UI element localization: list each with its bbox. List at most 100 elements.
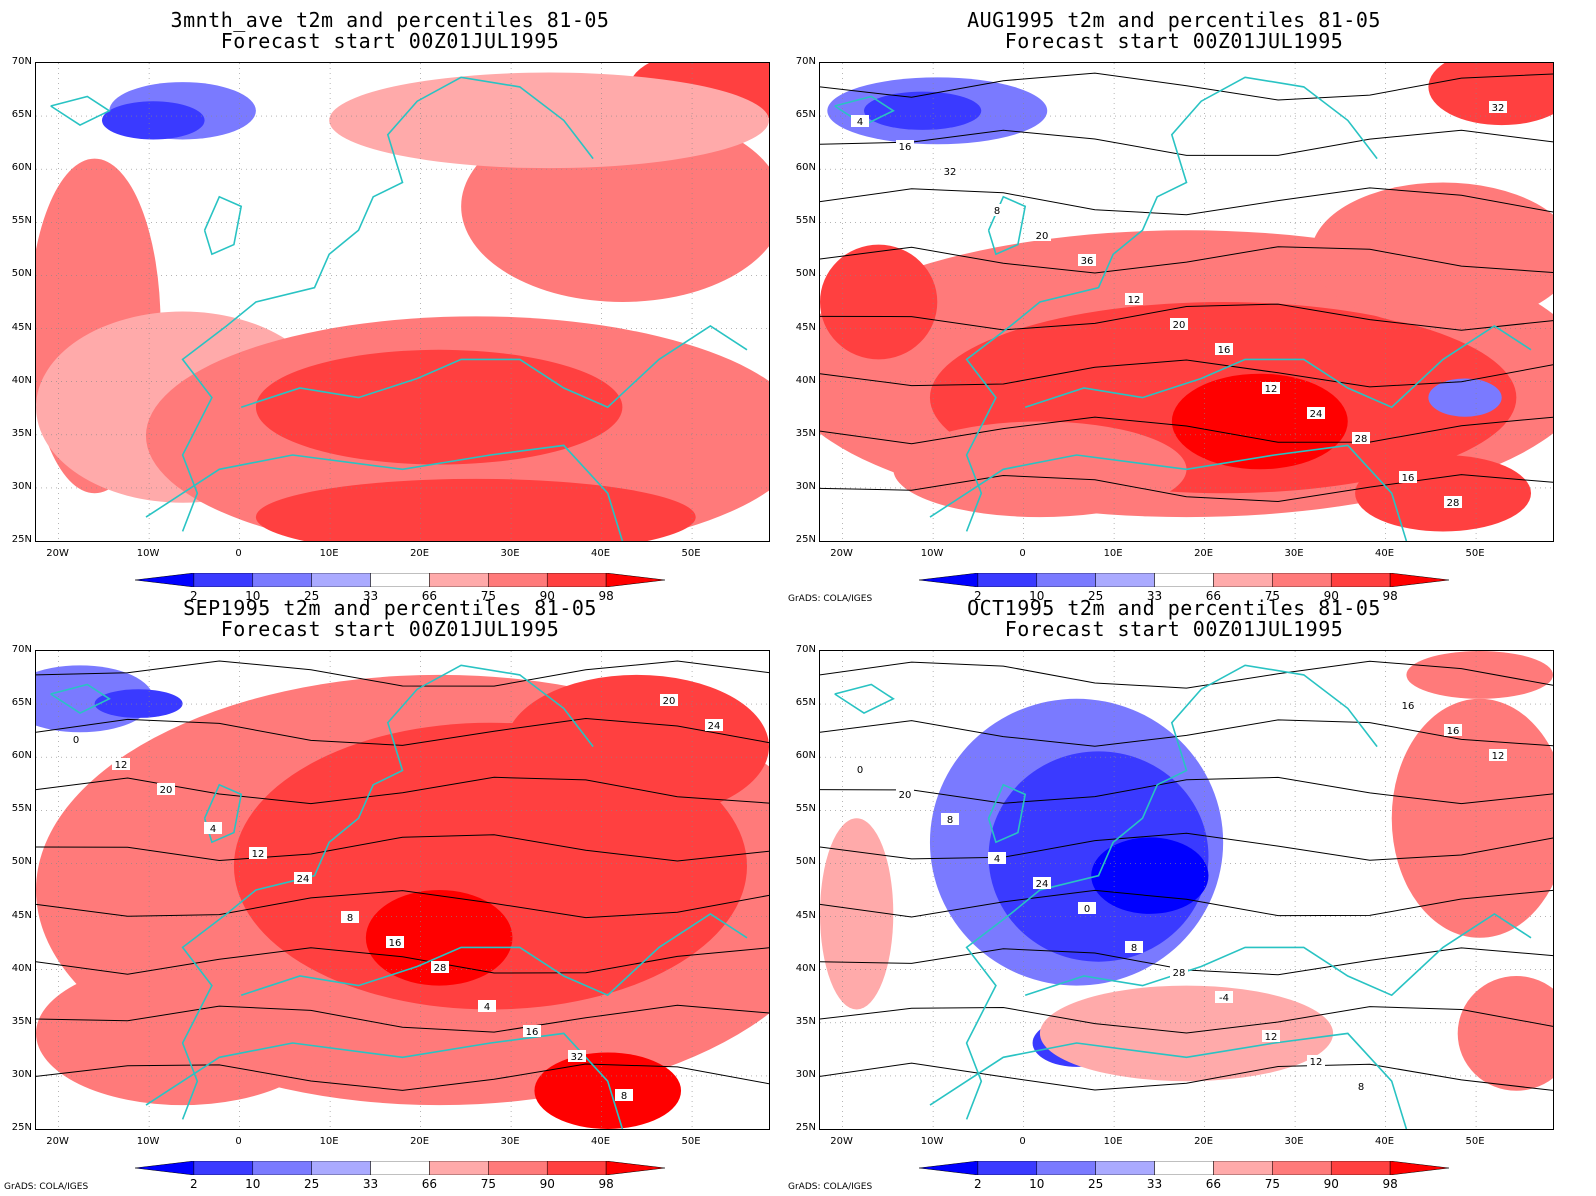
contour-label: 16 <box>526 1027 539 1038</box>
contour-label: 24 <box>297 874 310 885</box>
contour-label: 0 <box>857 765 863 776</box>
lat-label: 35N <box>11 427 32 439</box>
contour-label: 20 <box>160 785 173 796</box>
shading-region <box>255 349 623 465</box>
colorbar-swatch <box>252 572 312 588</box>
colorbar-swatch <box>370 1160 430 1176</box>
lon-label: 40E <box>591 1136 611 1147</box>
colorbar-label: 10 <box>1029 589 1045 603</box>
colorbar-label: 66 <box>1205 1177 1222 1191</box>
contour-label: 0 <box>1084 904 1090 915</box>
colorbar-label: 90 <box>539 1177 555 1191</box>
colorbar-label: 90 <box>539 589 555 603</box>
colorbar-label: 98 <box>1382 589 1398 603</box>
panel-title: OCT1995 t2m and percentiles 81-05 <box>967 596 1381 620</box>
shading-region <box>1391 698 1553 938</box>
lon-label: 10W <box>136 1136 160 1147</box>
lat-label: 50N <box>11 268 32 280</box>
colorbar-label: 66 <box>421 589 438 603</box>
contour-label: 4 <box>857 117 863 128</box>
panel-subtitle: Forecast start 00Z01JUL1995 <box>1004 29 1344 53</box>
colorbar-swatch <box>1330 572 1391 588</box>
isotherm-contour <box>820 1062 1553 1091</box>
shading-region <box>863 91 982 130</box>
lon-label: 10E <box>319 548 339 559</box>
colorbar <box>134 1160 666 1176</box>
colorbar-label: 2 <box>190 589 198 603</box>
isotherm-contour <box>820 303 1553 331</box>
lon-label: 40E <box>591 548 611 559</box>
lon-label: 0 <box>1019 548 1026 559</box>
colorbar-swatch <box>1095 1160 1155 1176</box>
shading-region <box>820 818 894 1010</box>
lon-label: 0 <box>235 548 242 559</box>
contour-label: 28 <box>1355 434 1368 445</box>
colorbar-label: 2 <box>190 1177 198 1191</box>
colorbar-swatch <box>193 1160 254 1176</box>
shading-region <box>505 674 769 819</box>
isotherm-contour <box>36 717 769 746</box>
colorbar-swatch <box>918 572 979 588</box>
lat-label: 35N <box>795 1015 816 1027</box>
lat-label: 35N <box>11 1015 32 1027</box>
colorbar-label: 90 <box>1323 589 1339 603</box>
isotherm-contour <box>36 1063 769 1091</box>
lon-label: 40E <box>1375 1136 1395 1147</box>
lon-label: 20E <box>410 548 430 559</box>
colorbar-swatch <box>429 572 489 588</box>
contour-label: 36 <box>1081 256 1094 267</box>
lat-label: 25N <box>11 1122 32 1133</box>
isotherm-contour <box>36 834 769 862</box>
shaded-map: 0 4 8 4 8 12 12 16 16 20 20 24 28 32 24 <box>36 651 769 1129</box>
contour-label: 12 <box>115 760 128 771</box>
lat-label: 25N <box>795 1122 816 1133</box>
contour-label: 24 <box>708 721 721 732</box>
lat-label: 30N <box>795 480 816 492</box>
lat-label: 70N <box>795 644 816 655</box>
lon-label: 20W <box>830 1136 853 1147</box>
panel-subtitle: Forecast start 00Z01JUL1995 <box>220 29 560 53</box>
lon-label: 10E <box>1103 548 1123 559</box>
colorbar-label: 98 <box>598 1177 614 1191</box>
shading-region <box>893 421 1187 518</box>
isotherm-contour <box>820 889 1553 918</box>
colorbar-label: 75 <box>480 1177 496 1191</box>
panel-title: 3mnth_ave t2m and percentiles 81-05 <box>170 8 610 32</box>
contour-label: 16 <box>1402 701 1415 712</box>
isotherm-contour <box>36 947 769 975</box>
contour-label: 4 <box>210 824 216 835</box>
contour-label: 28 <box>1447 498 1460 509</box>
contour-label: 12 <box>1492 751 1505 762</box>
shading-region <box>1406 651 1553 699</box>
lat-label: 45N <box>795 321 816 333</box>
isotherm-contour <box>36 890 769 919</box>
grads-credit: GrADS: COLA/IGES <box>788 1182 873 1192</box>
isotherm-contour <box>36 660 769 687</box>
lon-label: 20E <box>1194 548 1214 559</box>
map-area: 4 8 12 12 16 16 20 20 24 28 32 36 16 28 32 <box>819 62 1554 542</box>
contour-label: 16 <box>1218 345 1231 356</box>
contour-label: 16 <box>1447 726 1460 737</box>
contour-label: 8 <box>947 815 953 826</box>
contour-label: 8 <box>347 913 353 924</box>
lat-label: 55N <box>795 215 816 227</box>
lon-label: 30E <box>1284 1136 1304 1147</box>
lon-label: 50E <box>1465 1136 1485 1147</box>
isotherm-contour <box>820 416 1553 445</box>
lat-label: 70N <box>11 56 32 67</box>
colorbar-swatch <box>134 572 195 588</box>
lat-label: 70N <box>11 644 32 655</box>
colorbar-swatch <box>311 1160 371 1176</box>
contour-label: -4 <box>1219 993 1229 1004</box>
colorbar-label: 75 <box>1264 589 1280 603</box>
shading-region <box>1171 373 1348 470</box>
isotherm-contour <box>820 660 1553 689</box>
contour-label: 8 <box>1358 1082 1364 1093</box>
coastline <box>834 664 1532 1129</box>
colorbar-swatch <box>1272 1160 1332 1176</box>
colorbar-swatch <box>1036 572 1096 588</box>
lat-label: 60N <box>11 750 32 762</box>
contour-label: 16 <box>899 142 912 153</box>
panel-title: AUG1995 t2m and percentiles 81-05 <box>967 8 1381 32</box>
colorbar-swatch <box>918 1160 979 1176</box>
